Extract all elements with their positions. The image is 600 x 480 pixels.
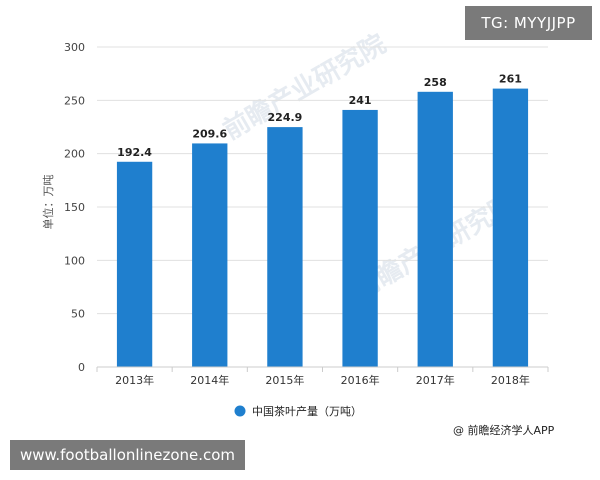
overlay-site-url: www.footballonlinezone.com xyxy=(10,440,245,470)
bar xyxy=(192,143,228,367)
y-tick-label: 50 xyxy=(71,308,85,321)
legend-marker xyxy=(234,405,246,417)
legend-label: 中国茶叶产量（万吨） xyxy=(252,404,362,418)
bar xyxy=(417,91,453,368)
x-tick-label: 2014年 xyxy=(190,373,229,387)
data-label: 224.9 xyxy=(268,111,303,124)
y-axis-label: 单位：万吨 xyxy=(41,175,55,230)
bar-series xyxy=(116,88,529,368)
gridlines xyxy=(97,46,548,315)
data-label: 192.4 xyxy=(117,146,152,159)
y-tick-label: 150 xyxy=(64,201,85,214)
data-label: 258 xyxy=(424,76,447,89)
data-label: 241 xyxy=(349,94,372,107)
legend[interactable]: 中国茶叶产量（万吨） xyxy=(234,404,363,418)
y-axis-ticks: 0 50 100 150 200 250 300 xyxy=(64,41,85,374)
data-label: 261 xyxy=(499,73,522,86)
source-credit: @ 前瞻经济学人APP xyxy=(453,423,555,437)
x-tick-label: 2015年 xyxy=(265,373,304,387)
y-tick-label: 100 xyxy=(64,254,85,267)
y-tick-label: 250 xyxy=(64,94,85,107)
y-tick-label: 200 xyxy=(64,148,85,161)
x-tick-label: 2016年 xyxy=(341,373,380,387)
y-tick-label: 0 xyxy=(78,361,85,374)
bar xyxy=(342,109,378,367)
x-axis-ticks: 2013年 2014年 2015年 2016年 2017年 2018年 xyxy=(96,367,549,387)
x-tick-label: 2017年 xyxy=(416,373,455,387)
data-label: 209.6 xyxy=(192,127,227,140)
bar xyxy=(492,88,529,367)
data-labels: 192.4 209.6 224.9 241 258 261 xyxy=(117,73,522,159)
bar xyxy=(116,161,153,367)
x-tick-label: 2013年 xyxy=(115,373,154,387)
y-tick-label: 300 xyxy=(64,41,85,54)
bar xyxy=(267,127,303,368)
overlay-tag: TG: MYYJJPP xyxy=(465,6,592,40)
x-tick-label: 2018年 xyxy=(491,373,530,387)
